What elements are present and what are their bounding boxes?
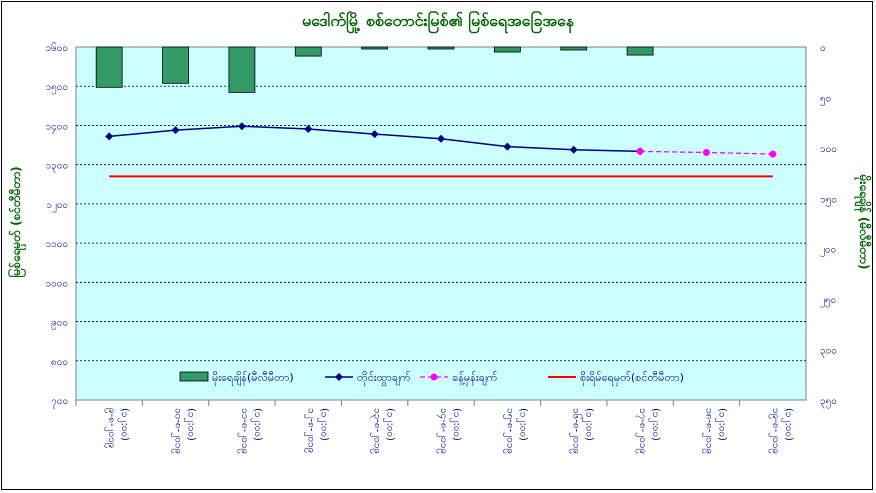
observed-point — [503, 142, 512, 151]
right-tick-label: ၁၀၀ — [820, 144, 837, 155]
left-tick-label: ၁၄၀၀ — [46, 121, 69, 134]
rainfall-bar — [427, 46, 455, 50]
rainfall-bar — [294, 46, 322, 57]
chart-title: မဒေါက်မြို့ စစ်တောင်းမြစ်၏ မြစ်ရေအခြေအနေ — [302, 11, 574, 30]
observed-point — [237, 122, 246, 131]
rainfall-bars — [95, 46, 654, 93]
y-axis-label-left: မြစ်ရေမှတ် (စင်တီမီတာ) — [6, 166, 27, 277]
rainfall-bar — [95, 46, 123, 88]
rainfall-bar — [162, 46, 189, 84]
left-tick-label: ၁၀၀၀ — [46, 278, 69, 289]
right-tick-label: ၂၀၀ — [820, 245, 836, 258]
right-tick-label: ၀ — [820, 43, 826, 54]
rainfall-bar — [560, 46, 588, 51]
left-tick-label: ၁၅၀၀ — [46, 82, 69, 95]
left-tick-label: ၁၂၀၀ — [46, 200, 68, 213]
forecast-point — [769, 150, 777, 158]
x-tick-label: ၁၂-၈-၂၀၁၉ (၁၂:၀၀) — [303, 408, 329, 453]
x-tick-label: ၁၄-၈-၂၀၁၉ (၁၂:၀၀) — [436, 408, 462, 454]
legend-label: မိုးရေချိန်(မီလီမီတာ) — [212, 371, 294, 386]
legend-swatch — [179, 371, 209, 382]
legend: မိုးရေချိန်(မီလီမီတာ) တိုင်းထွာချက် ခန့်မှ… — [179, 371, 684, 386]
x-tick-label: ၁၅-၈-၂၀၁၉ (၁၂:၀၀) — [502, 408, 528, 454]
observed-point — [370, 130, 379, 139]
right-tick-label: ၅၀ — [820, 93, 831, 106]
observed-point — [304, 124, 313, 133]
series-lines — [105, 122, 777, 178]
grid-lines — [76, 85, 806, 362]
legend-label: တိုင်းထွာချက် — [357, 371, 411, 386]
right-tick-label: ၁၅၀ — [820, 194, 837, 207]
right-tick-label: ၂၅၀ — [820, 295, 836, 308]
x-tick-label: ၁၃-၈-၂၀၁၉ (၁၂:၀၀) — [370, 408, 396, 454]
legend-marker — [335, 373, 343, 381]
x-tick-label: ၁၉-၈-၂၀၁၉ (၁၂:၀၀) — [768, 408, 794, 454]
left-tick-label: ၇၀၀ — [51, 396, 68, 409]
y-axis-label-right: မိုးရေချိန် (မီလီမီတာ) — [853, 174, 873, 270]
right-tick-label: ၃၅၀ — [820, 396, 837, 409]
left-tick-label: ၁၁၀၀ — [46, 239, 69, 250]
observed-point — [437, 134, 445, 143]
left-tick-label: ၁၃၀၀ — [46, 161, 69, 174]
x-tick-label: ၁၁-၈-၂၀၁၉ (၁၂:၀၀) — [237, 408, 263, 454]
forecast-point — [636, 147, 644, 155]
rainfall-bar — [626, 46, 654, 56]
observed-point — [569, 145, 578, 154]
x-tick-label: ၉-၈-၂၀၁၉ (၁၂:၀၀) — [104, 408, 130, 448]
legend-marker — [430, 373, 438, 381]
x-tick-label: ၁၆-၈-၂၀၁၉ (၁၂:၀၀) — [569, 408, 595, 454]
legend-item: မိုးရေချိန်(မီလီမီတာ) — [179, 371, 294, 386]
legend-item: တိုင်းထွာချက် — [325, 371, 411, 386]
legend-label: စိုးရိမ်ရေမှတ်(စင်တီမီတာ) — [580, 371, 684, 386]
right-tick-label: ၃၀၀ — [820, 346, 837, 359]
x-tick-label: ၁၈-၈-၂၀၁၉ (၁၂:၀၀) — [701, 408, 727, 454]
legend-label: ခန့်မှန်းချက် — [452, 371, 498, 386]
x-axis: ၉-၈-၂၀၁၉ (၁၂:၀၀) ၁၀-၈-၂၀၁၉ (၁၂:၀၀) ၁၁-၈-၂၀၁၉… — [75, 400, 794, 454]
forecast-point — [702, 149, 710, 157]
left-tick-label: ၁၆၀၀ — [46, 41, 69, 54]
left-axis: ၇၀၀ ၈၀၀ ၉၀၀ ၁၀၀၀ ၁၁၀၀ ၁၂၀၀ ၁၃၀၀ ၁၄၀၀ ၁၅၀၀ ၁၆၀၀ — [46, 41, 69, 409]
rainfall-bar — [228, 46, 256, 93]
legend-item: ခန့်မှန်းချက် — [420, 371, 498, 386]
plot-area — [75, 46, 807, 401]
observed-point — [171, 126, 180, 135]
legend-item: စိုးရိမ်ရေမှတ်(စင်တီမီတာ) — [548, 371, 684, 386]
x-tick-label: ၁၇-၈-၂၀၁၉ (၁၂:၀၀) — [635, 408, 661, 454]
rainfall-bar — [361, 46, 389, 50]
left-tick-label: ၈၀၀ — [51, 357, 68, 368]
observed-point — [105, 132, 114, 141]
left-tick-label: ၉၀၀ — [51, 318, 68, 331]
x-tick-label: ၁၀-၈-၂၀၁၉ (၁၂:၀၀) — [171, 408, 197, 454]
rainfall-bar — [493, 46, 521, 53]
